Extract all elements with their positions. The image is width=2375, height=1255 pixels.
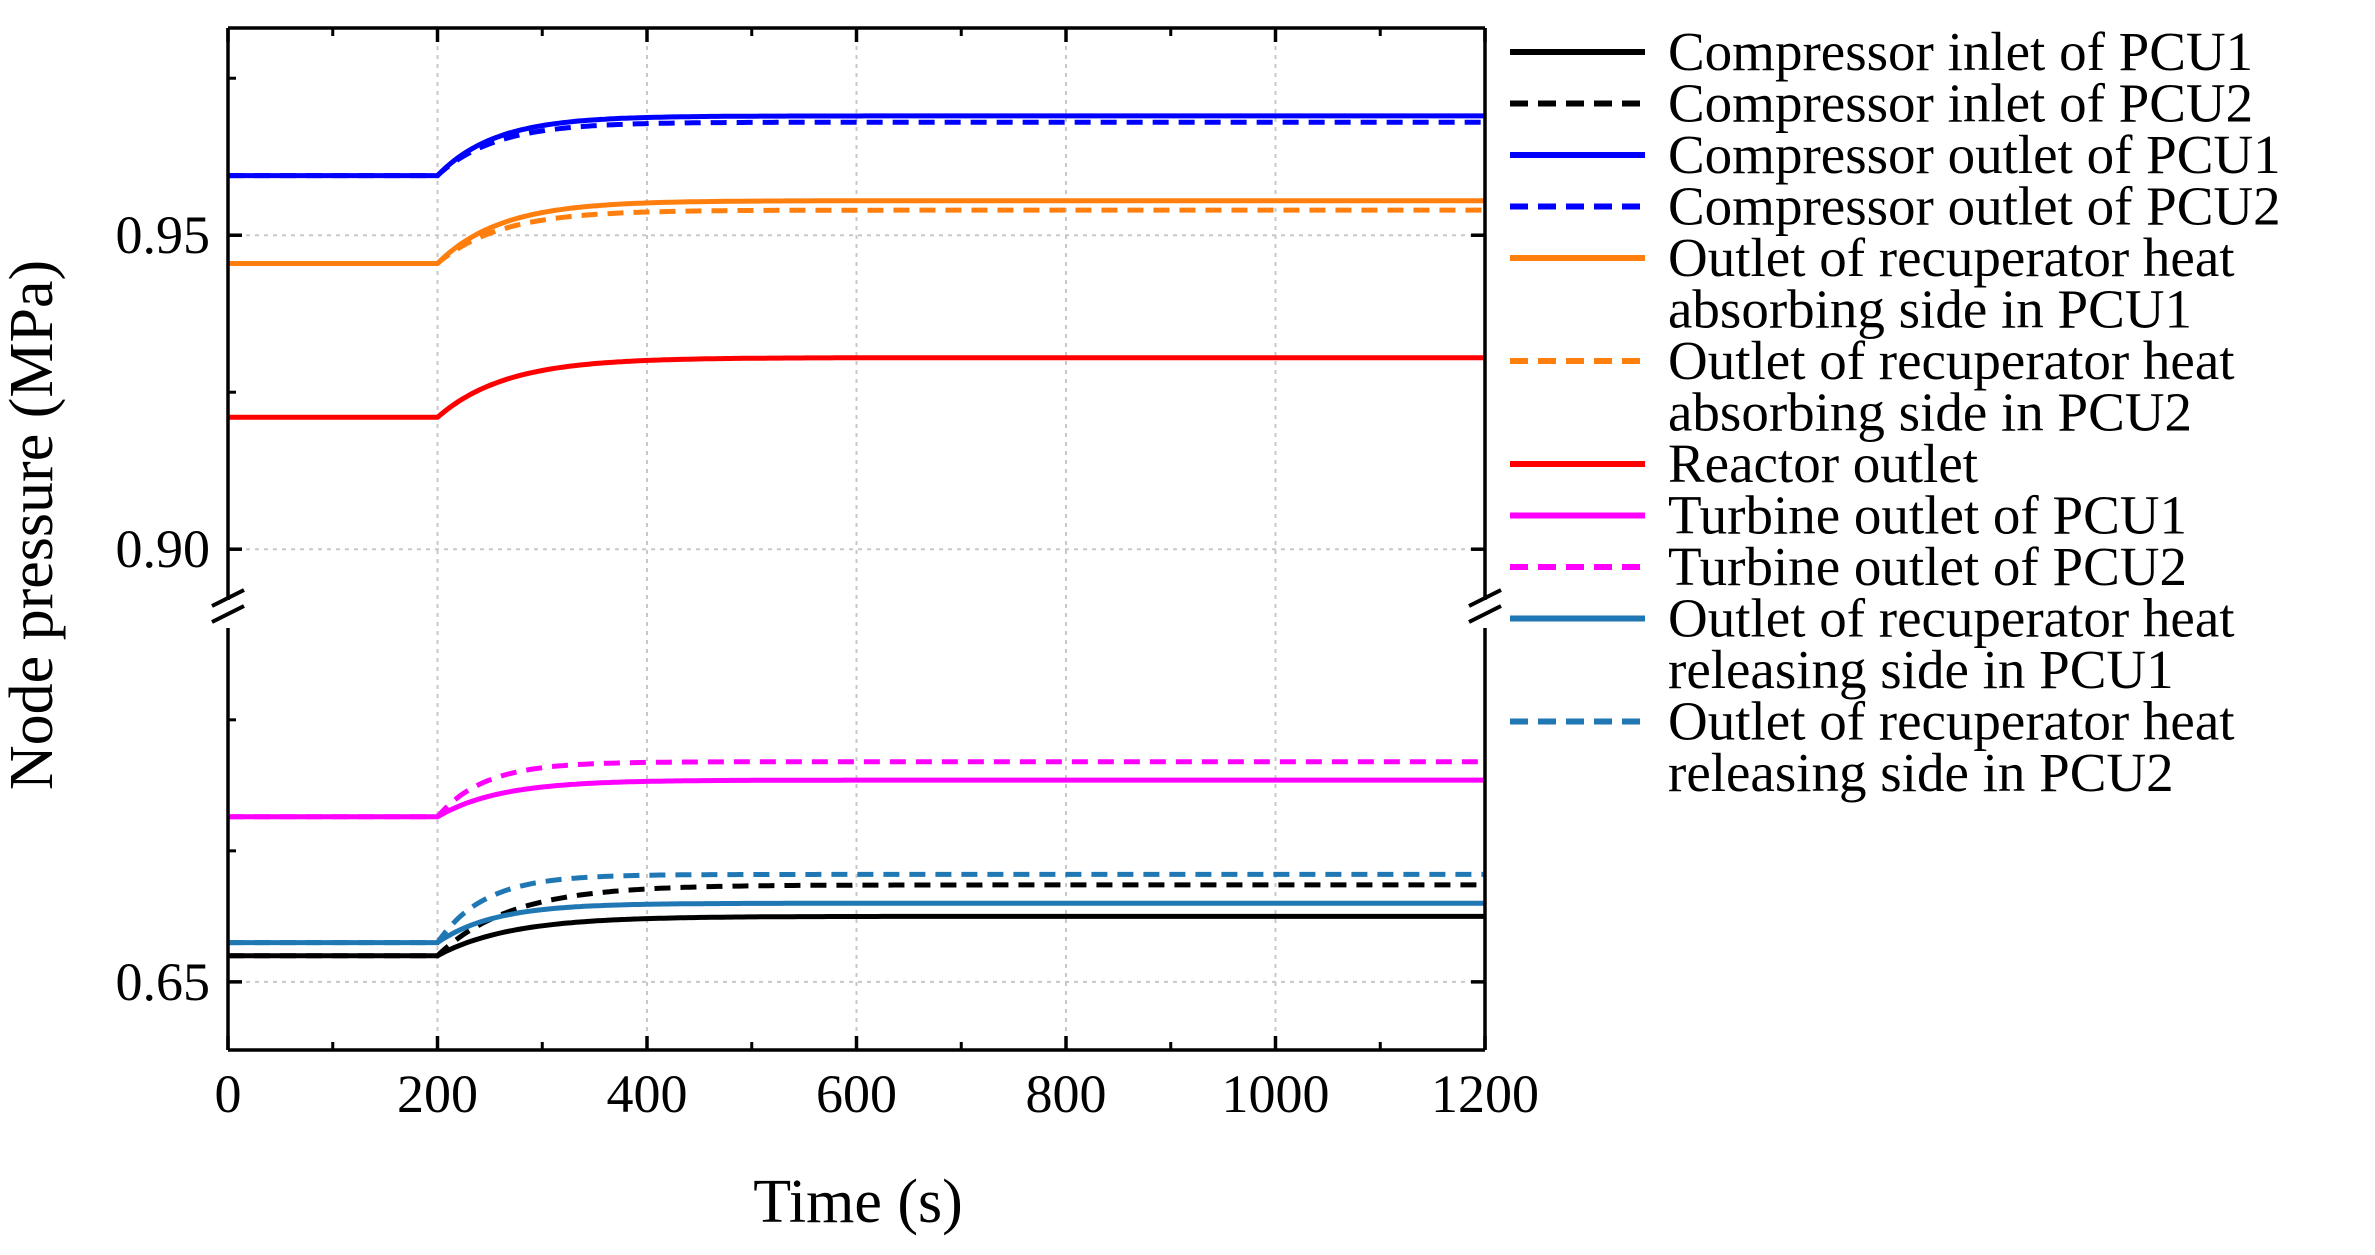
x-tick-label: 1200 [1431, 1064, 1539, 1124]
axis-break-mark [1468, 588, 1502, 608]
axis-break-mark [211, 604, 245, 624]
series-line-6 [228, 207, 1485, 266]
legend-label-7: Reactor outlet [1668, 433, 1978, 494]
x-tick-label: 600 [816, 1064, 897, 1124]
legend-label-8: Turbine outlet of PCU1 [1668, 485, 2187, 546]
axis-break-mark [1468, 604, 1502, 624]
axis-break-mark [211, 588, 245, 608]
legend-label-6: Outlet of recuperator heat [1668, 330, 2235, 391]
legend-label-5: Outlet of recuperator heat [1668, 227, 2235, 288]
legend-label-5: absorbing side in PCU1 [1668, 279, 2192, 340]
series-line-11 [228, 871, 1485, 946]
legend-label-3: Compressor outlet of PCU1 [1668, 124, 2281, 185]
y-tick-label: 0.90 [116, 519, 211, 579]
ticks-layer: 0 200 400 600 800 1000 1200 0.90 0.95 0.65 [116, 28, 1539, 1124]
y-tick-label: 0.95 [116, 205, 211, 265]
x-tick-label: 1000 [1222, 1064, 1330, 1124]
x-tick-label: 800 [1026, 1064, 1107, 1124]
y-tick-label: 0.65 [116, 952, 211, 1012]
legend-label-11: Outlet of recuperator heat [1668, 691, 2235, 752]
x-axis-title: Time (s) [753, 1168, 963, 1236]
legend-label-4: Compressor outlet of PCU2 [1668, 176, 2281, 237]
x-tick-label: 200 [397, 1064, 478, 1124]
x-tick-label: 400 [607, 1064, 688, 1124]
legend-label-2: Compressor inlet of PCU2 [1668, 73, 2253, 134]
series-line-7 [228, 355, 1485, 420]
x-tick-label: 0 [215, 1064, 242, 1124]
legend-label-10: Outlet of recuperator heat [1668, 588, 2235, 649]
legend-label-6: absorbing side in PCU2 [1668, 382, 2192, 443]
legend-label-10: releasing side in PCU1 [1668, 639, 2174, 700]
grid-layer [228, 28, 1485, 1050]
legend-label-11: releasing side in PCU2 [1668, 742, 2174, 803]
series-line-2 [228, 882, 1485, 959]
series-layer [228, 113, 1485, 959]
series-line-9 [228, 759, 1485, 820]
y-axis-title: Node pressure (MPa) [0, 260, 66, 790]
series-line-4 [228, 119, 1485, 179]
legend-label-1: Compressor inlet of PCU1 [1668, 21, 2253, 82]
legend-label-9: Turbine outlet of PCU2 [1668, 536, 2187, 597]
